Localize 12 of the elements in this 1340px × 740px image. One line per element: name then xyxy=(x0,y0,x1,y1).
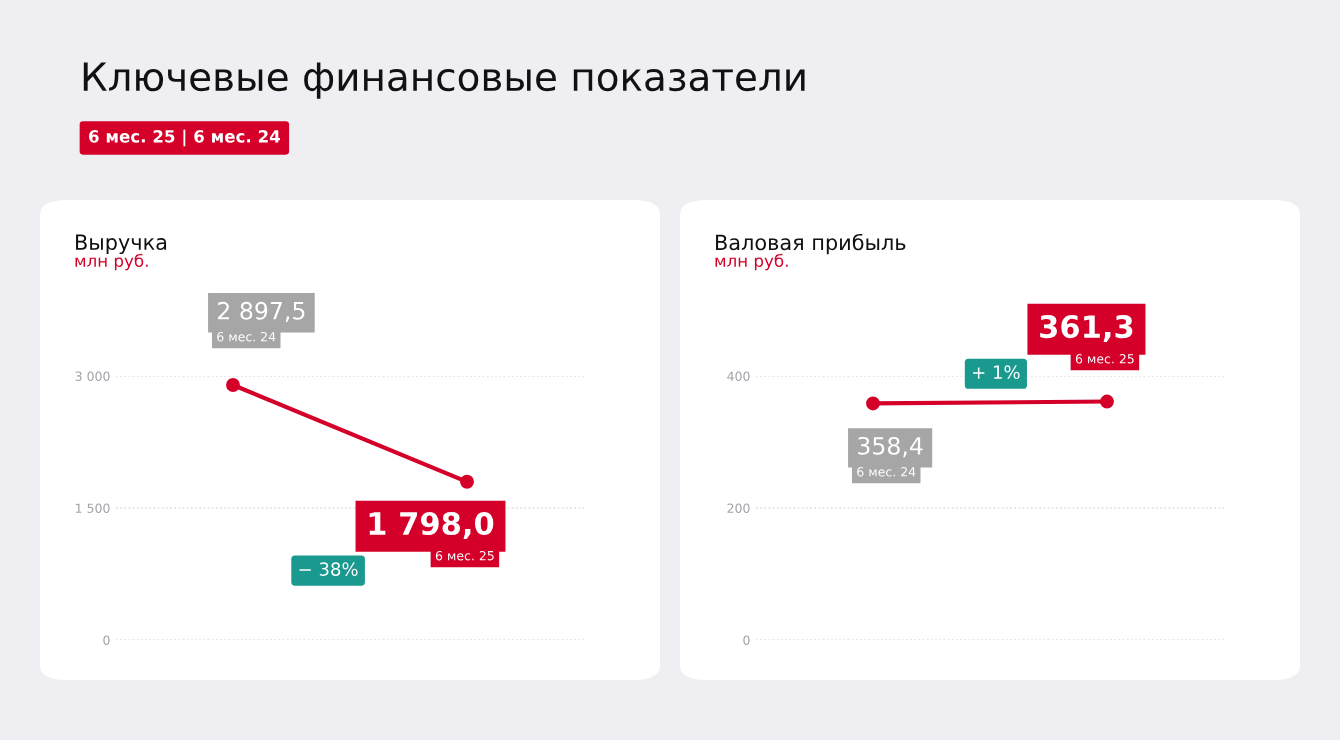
chart-title: Валовая прибыль xyxy=(716,233,906,255)
chart-subtitle: млн руб. xyxy=(715,253,788,271)
chart-title: Выручка xyxy=(76,234,167,255)
chart-subtitle: млн руб. xyxy=(75,253,148,271)
annotation: + 1% xyxy=(973,365,1020,379)
text: 6 мес. 25 | 6 мес. 24 xyxy=(89,129,280,147)
data-label: 1 798,0 xyxy=(369,511,494,539)
data-label: 361,3 xyxy=(1040,315,1133,343)
text: Ключевые финансовые показатели xyxy=(83,62,805,99)
data-label: 2 897,5 xyxy=(218,301,305,323)
annotation: − 38% xyxy=(299,562,358,576)
data-label: 358,4 xyxy=(858,436,923,458)
